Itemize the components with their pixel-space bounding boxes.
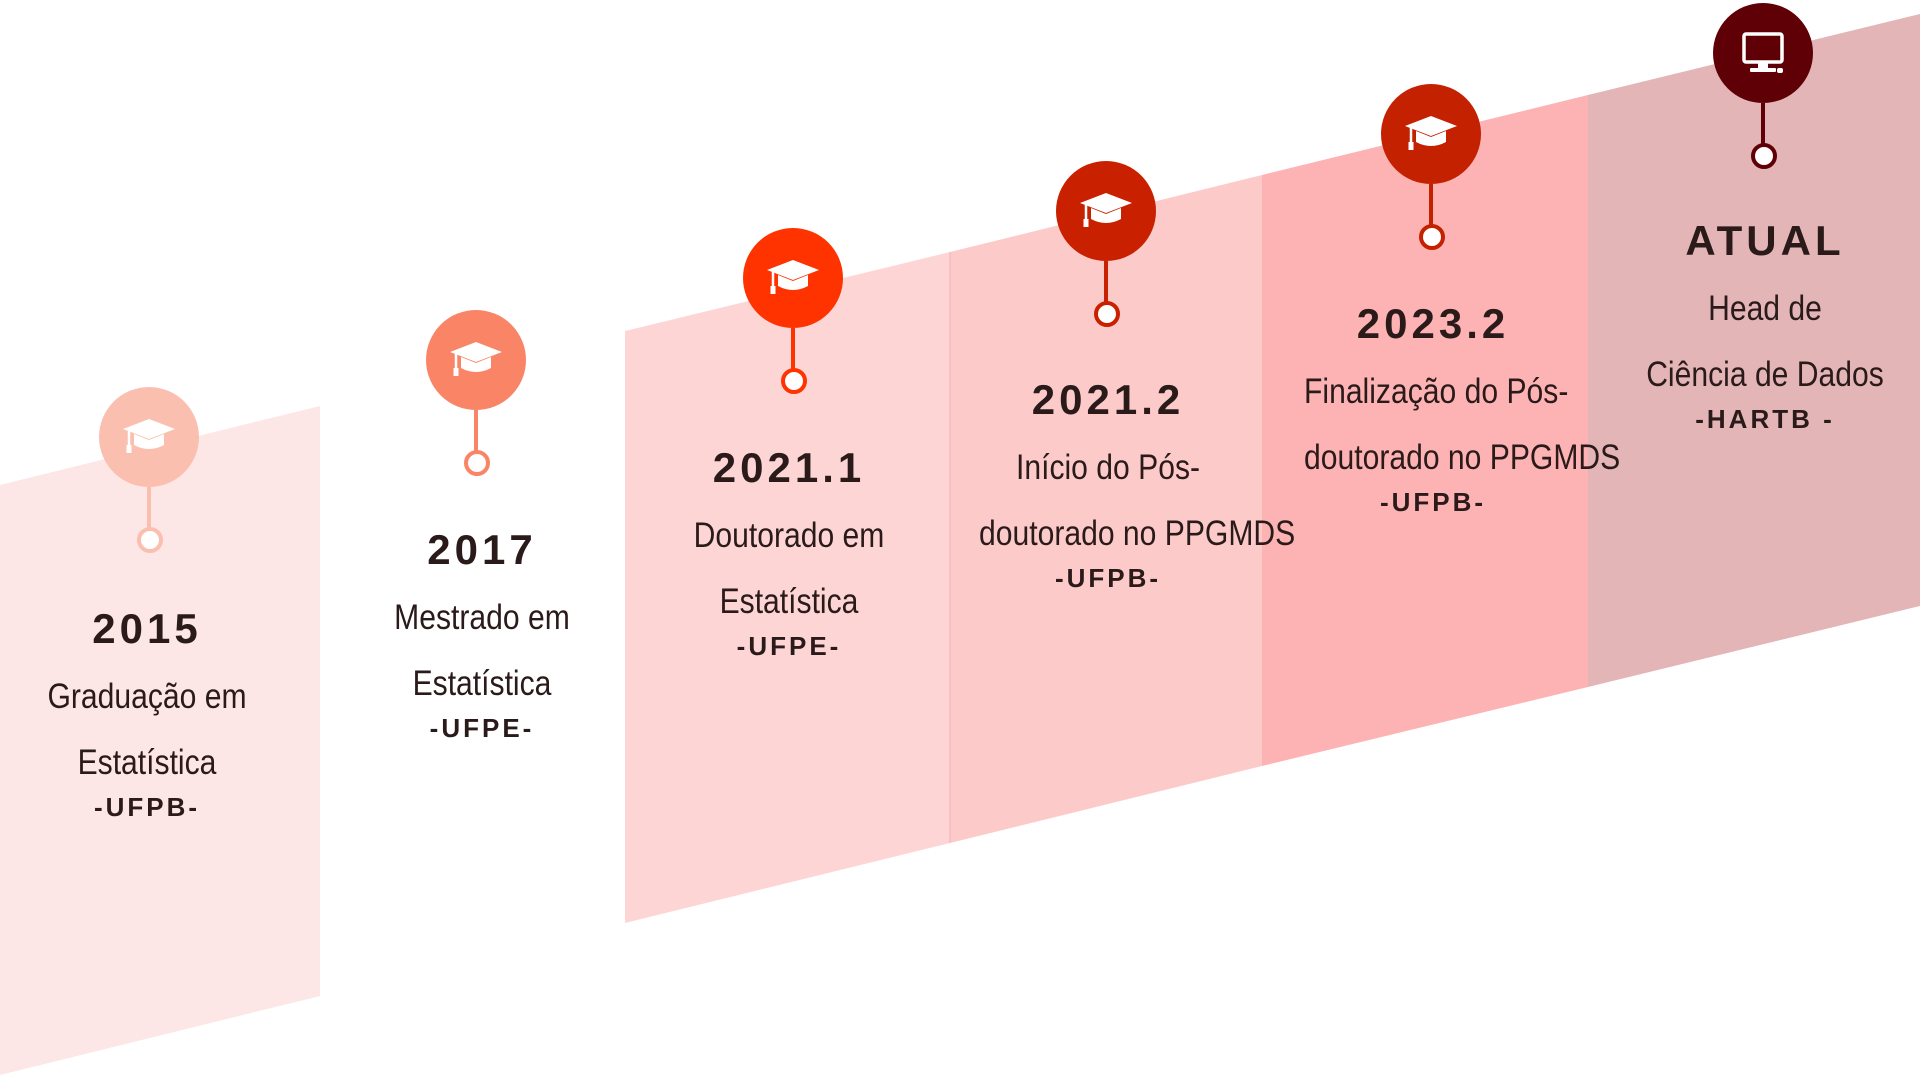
milestone-atual: ATUAL Head de Ciência de Dados -HARTB - — [1615, 217, 1915, 434]
pin-ring — [1751, 143, 1777, 169]
milestone-institution: -UFPE- — [736, 631, 842, 661]
pin-circle — [99, 387, 199, 487]
pin-circle — [1381, 84, 1481, 184]
pin-ring — [464, 450, 490, 476]
graduation-cap-icon — [1080, 193, 1132, 227]
pin-circle — [426, 310, 526, 410]
milestone-description-line1: Finalização do Pós- — [1304, 372, 1569, 411]
pin-circle — [743, 228, 843, 328]
graduation-cap-icon — [767, 260, 819, 294]
pin-ring — [781, 368, 807, 394]
pin-stem — [474, 410, 478, 453]
graduation-cap-icon — [1405, 116, 1457, 150]
milestone-description-line1: Mestrado em — [394, 598, 570, 637]
milestone-year: ATUAL — [1685, 217, 1845, 264]
milestone-institution: -UFPB- — [1379, 487, 1487, 517]
pin-stem — [1429, 184, 1433, 227]
milestone-year: 2015 — [92, 605, 202, 652]
milestone-year: 2021.1 — [712, 444, 866, 491]
milestone-2021-1: 2021.1 Doutorado em Estatística -UFPE- — [639, 444, 939, 661]
milestone-description-line1: Head de — [1708, 289, 1822, 328]
milestone-institution: -HARTB - — [1695, 404, 1835, 434]
milestone-description-line2: doutorado no PPGMDS — [1304, 438, 1621, 477]
pin-ring — [1419, 224, 1445, 250]
computer-monitor-icon — [1742, 32, 1784, 73]
band-atual — [1588, 14, 1920, 687]
milestone-description-line2: Ciência de Dados — [1646, 355, 1884, 394]
band-2021-1 — [625, 252, 950, 923]
band-2015 — [0, 406, 320, 1075]
milestone-description-line1: Início do Pós- — [1015, 448, 1201, 487]
milestone-year: 2021.2 — [1031, 376, 1185, 423]
pin-ring — [1094, 301, 1120, 327]
milestone-institution: -UFPB- — [1054, 563, 1162, 593]
graduation-cap-icon — [123, 419, 175, 453]
milestone-description-line1: Graduação em — [47, 677, 247, 716]
milestone-year: 2023.2 — [1356, 300, 1510, 347]
milestone-2023-2: 2023.2 Finalização do Pós- doutorado no … — [1283, 300, 1621, 517]
pin-stem — [791, 328, 795, 371]
pin-stem — [1104, 261, 1108, 304]
milestone-description-line2: doutorado no PPGMDS — [979, 514, 1296, 553]
pin-stem — [147, 487, 151, 530]
pin-circle — [1056, 161, 1156, 261]
graduation-cap-icon — [450, 342, 502, 376]
milestone-2017: 2017 Mestrado em Estatística -UFPE- — [332, 526, 632, 743]
milestone-2015: 2015 Graduação em Estatística -UFPB- — [0, 605, 297, 822]
pin-stem — [1761, 103, 1765, 146]
pin-circle — [1713, 3, 1813, 103]
milestone-year: 2017 — [427, 526, 537, 573]
milestone-description-line2: Estatística — [412, 664, 552, 703]
milestone-description-line2: Estatística — [719, 582, 859, 621]
milestone-2021-2: 2021.2 Início do Pós- doutorado no PPGMD… — [958, 376, 1296, 593]
milestone-description-line2: Estatística — [77, 743, 217, 782]
band-2023-2 — [1262, 95, 1588, 766]
band-2021-2 — [950, 175, 1262, 843]
milestone-institution: -UFPB- — [93, 792, 201, 822]
pin-ring — [137, 527, 163, 553]
milestone-description-line1: Doutorado em — [693, 516, 885, 555]
milestone-institution: -UFPE- — [429, 713, 535, 743]
